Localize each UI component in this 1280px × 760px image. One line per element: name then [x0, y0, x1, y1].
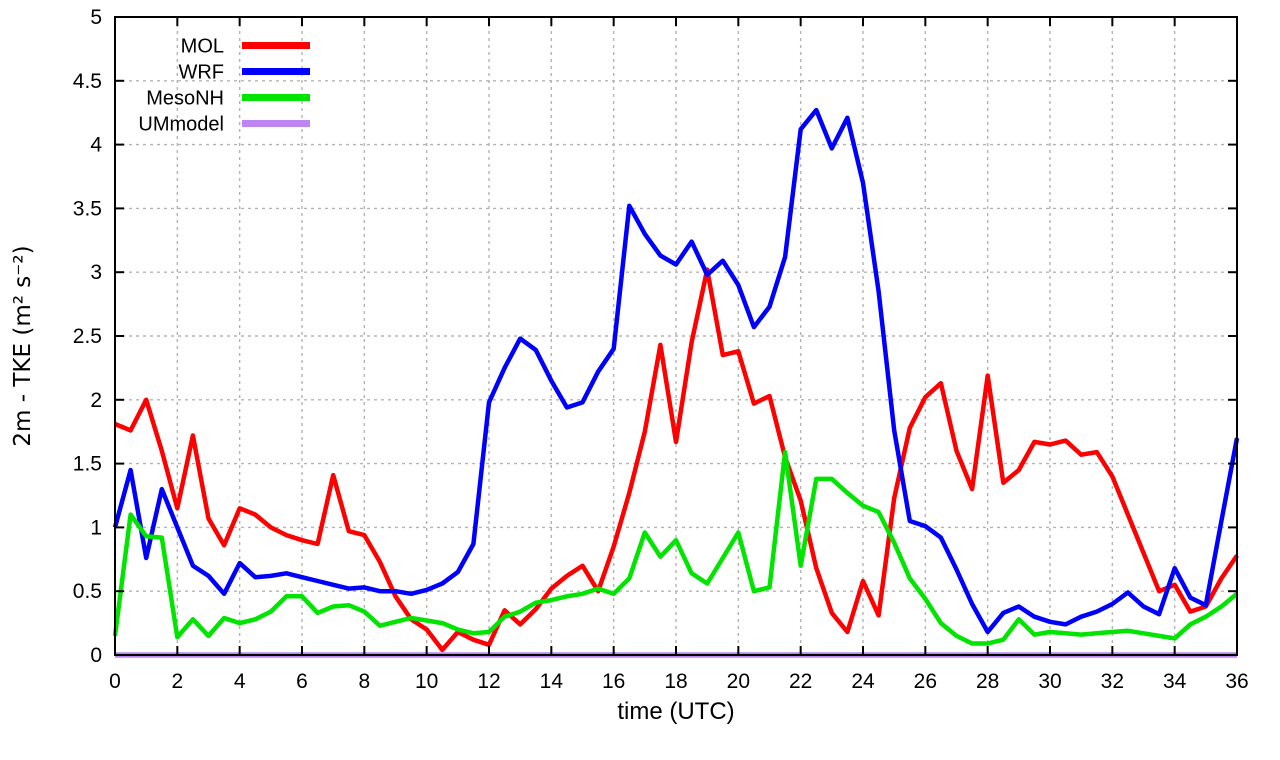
svg-text:12: 12 — [477, 670, 500, 693]
svg-text:2.5: 2.5 — [73, 325, 102, 348]
tick-marks — [114, 16, 1238, 656]
svg-text:20: 20 — [727, 670, 750, 693]
svg-text:28: 28 — [976, 670, 999, 693]
svg-text:36: 36 — [1225, 670, 1248, 693]
svg-text:14: 14 — [540, 670, 564, 693]
svg-text:3: 3 — [90, 261, 102, 284]
svg-text:0.5: 0.5 — [73, 580, 102, 603]
svg-text:2: 2 — [90, 389, 102, 412]
svg-text:30: 30 — [1038, 670, 1061, 693]
svg-text:4: 4 — [234, 670, 246, 693]
svg-text:0: 0 — [90, 644, 102, 667]
y-tick-labels: 0 0.5 1 1.5 2 2.5 3 3.5 4 4.5 5 — [73, 6, 103, 667]
x-axis-label: time (UTC) — [617, 698, 734, 725]
y-axis-label: 2m - TKE (m² s⁻²) — [10, 245, 36, 446]
svg-text:26: 26 — [914, 670, 937, 693]
svg-text:8: 8 — [358, 670, 370, 693]
legend-label-UMmodel: UMmodel — [138, 114, 224, 136]
svg-text:16: 16 — [602, 670, 625, 693]
legend-item-WRF: WRF — [178, 62, 310, 84]
svg-text:18: 18 — [664, 670, 687, 693]
legend-item-MesoNH: MesoNH — [146, 88, 310, 110]
svg-text:32: 32 — [1101, 670, 1124, 693]
svg-text:6: 6 — [296, 670, 308, 693]
svg-text:0: 0 — [109, 670, 121, 693]
legend-label-MesoNH: MesoNH — [146, 88, 224, 110]
legend-label-WRF: WRF — [178, 62, 224, 84]
svg-text:2: 2 — [171, 670, 183, 693]
svg-text:10: 10 — [415, 670, 438, 693]
legend-item-UMmodel: UMmodel — [138, 114, 310, 136]
svg-text:1: 1 — [90, 516, 102, 539]
legend-item-MOL: MOL — [181, 36, 310, 58]
svg-text:5: 5 — [90, 6, 102, 29]
series-line-MOL — [114, 267, 1239, 653]
svg-text:24: 24 — [851, 670, 875, 693]
svg-text:4: 4 — [90, 134, 102, 157]
series-line-WRF — [112, 107, 1240, 635]
svg-text:4.5: 4.5 — [73, 70, 102, 93]
svg-text:3.5: 3.5 — [73, 197, 102, 220]
x-tick-labels: 0 2 4 6 8 10 12 14 16 18 20 22 24 26 28 30 32 34 36 — [109, 670, 1249, 693]
svg-text:1.5: 1.5 — [73, 453, 102, 476]
svg-text:34: 34 — [1163, 670, 1187, 693]
legend: MOL WRF MesoNH UMmodel — [138, 36, 310, 136]
series-line-MesoNH — [112, 449, 1239, 646]
legend-label-MOL: MOL — [181, 36, 224, 58]
svg-text:22: 22 — [789, 670, 812, 693]
